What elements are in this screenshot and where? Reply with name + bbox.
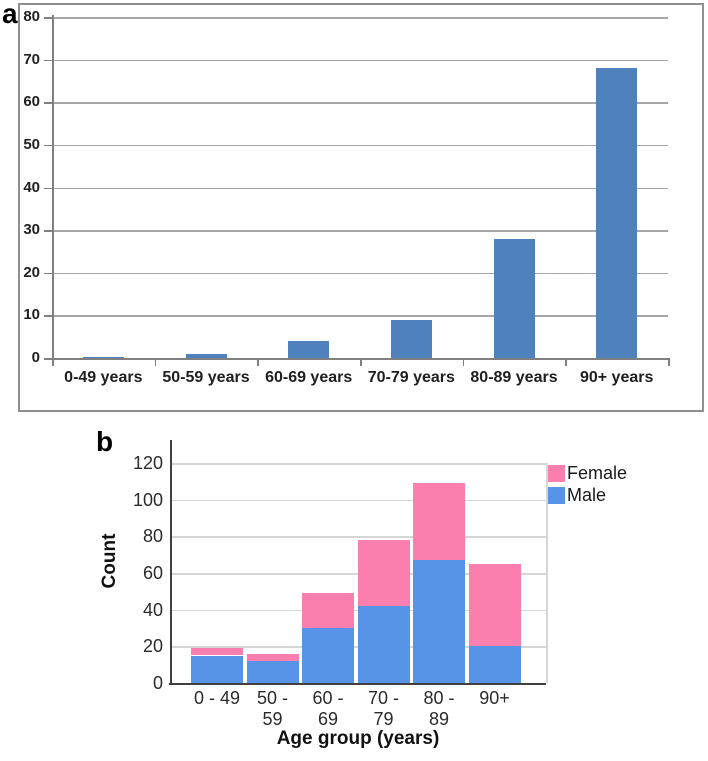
panel-b-x-axis-title: Age group (years) [276, 728, 440, 749]
x-category-label: 89 [428, 709, 450, 729]
x-category-label: 60-69 years [265, 369, 353, 386]
gridline [52, 102, 668, 104]
x-tick [154, 358, 157, 366]
legend-item-female: Female [548, 462, 627, 484]
x-axis-line [169, 683, 546, 685]
y-tick-label: 0 [152, 673, 163, 693]
y-tick-label: 100 [132, 489, 163, 510]
x-category-label: 59 [262, 709, 283, 729]
y-tick-label: 20 [142, 636, 163, 657]
bar [596, 68, 638, 358]
panel-b-y-axis-title: Count [99, 533, 120, 589]
x-category-label: 80 - [423, 688, 455, 708]
bar-segment-male [468, 646, 521, 683]
x-tick [565, 358, 567, 366]
bar-segment-female [468, 563, 521, 647]
x-tick [257, 358, 259, 366]
panel-a-plot-area: 0 10 20 30 40 50 60 70 80 0-49 years 50-59 years 60… [23, 8, 670, 386]
y-tick-label: 20 [23, 263, 40, 281]
x-category-label: 70 - [367, 688, 400, 708]
panel-a-label: a [2, 0, 18, 29]
panel-a-frame: 0 10 20 30 40 50 60 70 80 0-49 years 50-59 years 60… [18, 3, 704, 412]
bar [390, 319, 432, 358]
x-category-label: 60 - [312, 688, 344, 708]
y-tick-label: 40 [142, 599, 163, 620]
y-axis-line [52, 15, 54, 366]
x-category-label: 90+ years [579, 369, 654, 386]
x-tick [462, 358, 465, 366]
x-category-label: 90+ [479, 688, 510, 708]
bar-segment-male [413, 560, 465, 683]
bar-segment-male [357, 606, 410, 683]
x-tick [668, 358, 670, 366]
gridline [170, 499, 546, 502]
x-axis-line [44, 358, 668, 360]
gridline [52, 272, 668, 275]
bar [493, 238, 535, 358]
y-tick-label: 70 [23, 50, 40, 68]
gridline [170, 536, 546, 538]
bar-segment-female [191, 648, 243, 656]
y-tick-label: 30 [23, 221, 40, 239]
y-axis-line [170, 440, 172, 685]
y-tick-label: 60 [23, 93, 40, 111]
bar-segment-male [246, 661, 299, 683]
x-category-label: 0-49 years [64, 369, 143, 386]
y-tick [44, 230, 52, 232]
bar-segment-female [357, 540, 410, 606]
y-tick [44, 17, 52, 19]
gridline [52, 17, 668, 19]
bar-segment-female [246, 653, 299, 661]
y-tick [44, 272, 52, 275]
x-category-label: 69 [317, 709, 339, 729]
legend-item-male: Male [548, 484, 627, 506]
y-tick-label: 50 [23, 135, 40, 153]
y-tick [44, 358, 52, 360]
bar-segment-male [191, 655, 243, 683]
x-category-label: 79 [373, 709, 394, 729]
bar-segment-female [413, 483, 465, 561]
y-tick-label: 10 [23, 306, 40, 324]
bar [82, 356, 124, 358]
y-tick-label: 80 [23, 8, 40, 25]
x-category-label: 0 - 49 [193, 688, 241, 708]
x-tick [52, 358, 54, 366]
x-category-label: 50 - [256, 688, 289, 708]
y-tick-label: 120 [132, 453, 163, 473]
y-tick [44, 315, 52, 317]
y-tick-label: 60 [142, 563, 163, 583]
gridline [52, 315, 668, 317]
bar [288, 340, 330, 358]
gridline [170, 463, 546, 465]
x-category-label: 80-89 years [470, 369, 558, 386]
x-category-label: 70-79 years [367, 369, 455, 386]
female-swatch-icon [548, 464, 565, 482]
bar-segment-male [302, 628, 354, 683]
y-tick-label: 0 [31, 349, 40, 366]
y-tick [44, 144, 52, 147]
gridline [52, 144, 668, 147]
x-tick [360, 358, 362, 366]
y-tick [44, 59, 52, 62]
panel-b-label: b [96, 426, 114, 457]
legend-label-female: Female [567, 463, 628, 483]
bar-segment-female [302, 593, 354, 628]
x-category-label: 50-59 years [162, 369, 250, 386]
plot-right-edge [546, 463, 548, 683]
y-tick-label: 40 [23, 178, 40, 196]
gridline [52, 59, 668, 62]
legend-label-male: Male [567, 485, 607, 505]
male-swatch-icon [548, 486, 565, 504]
y-tick [44, 187, 52, 189]
panel-b-legend: Female Male [548, 462, 627, 506]
gridline [52, 230, 668, 232]
y-tick-label: 80 [142, 526, 163, 547]
y-tick [44, 102, 52, 104]
bar [185, 353, 227, 358]
gridline [52, 187, 668, 189]
